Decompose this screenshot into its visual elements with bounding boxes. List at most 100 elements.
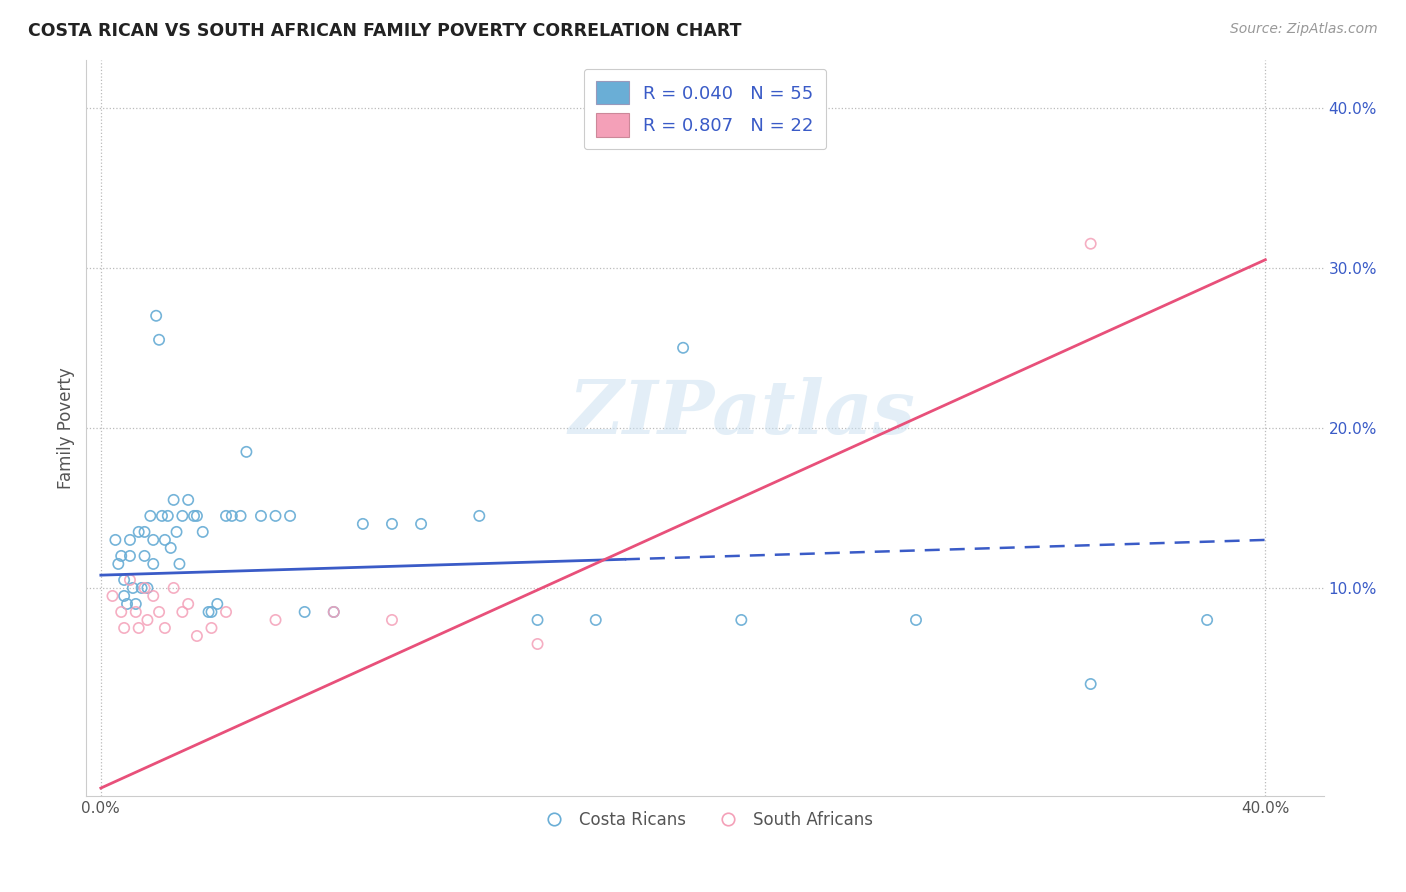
Point [278,508,301,523]
Point [730,613,752,627]
Point [125,597,148,611]
Point [128,621,150,635]
Point [264,508,287,523]
Point [112,621,135,635]
Point [110,605,132,619]
Point [118,533,141,547]
Point [148,333,170,347]
Point [145,309,167,323]
Point [104,533,127,547]
Point [191,524,214,539]
Point [229,508,252,523]
Point [162,492,184,507]
Point [112,573,135,587]
Point [148,333,170,347]
Point [134,549,156,563]
Point [183,508,205,523]
Point [197,605,219,619]
Point [526,613,548,627]
Point [112,589,135,603]
Point [409,516,432,531]
Point [139,508,162,523]
Point [1080,677,1102,691]
Point [153,533,176,547]
Point [177,492,200,507]
Point [142,589,165,603]
Point [131,581,153,595]
Point [1080,236,1102,251]
Point [322,605,344,619]
Text: ZIPatlas: ZIPatlas [568,376,915,450]
Point [136,581,159,595]
Point [110,549,132,563]
Point [207,597,229,611]
Point [112,573,135,587]
Point [104,533,127,547]
Point [672,341,695,355]
Point [1080,677,1102,691]
Point [150,508,173,523]
Point [172,508,194,523]
Point [468,508,491,523]
Point [118,573,141,587]
Point [250,508,273,523]
Point [172,605,194,619]
Point [134,524,156,539]
Point [101,589,124,603]
Point [131,581,153,595]
Point [200,605,222,619]
Point [294,605,316,619]
Y-axis label: Family Poverty: Family Poverty [58,367,75,489]
Text: Source: ZipAtlas.com: Source: ZipAtlas.com [1230,22,1378,37]
Point [352,516,374,531]
Point [142,557,165,571]
Point [381,613,404,627]
Point [122,581,145,595]
Point [125,605,148,619]
Point [235,445,257,459]
Point [172,508,194,523]
Point [526,637,548,651]
Point [115,597,138,611]
Point [904,613,927,627]
Point [186,508,208,523]
Point [107,557,129,571]
Point [322,605,344,619]
Point [150,508,173,523]
Point [142,533,165,547]
Point [139,508,162,523]
Point [200,605,222,619]
Point [169,557,191,571]
Point [904,613,927,627]
Point [134,581,156,595]
Point [145,309,167,323]
Point [128,524,150,539]
Point [221,508,243,523]
Point [162,581,184,595]
Point [250,508,273,523]
Point [186,629,208,643]
Point [186,508,208,523]
Point [730,613,752,627]
Point [381,516,404,531]
Point [585,613,607,627]
Point [183,508,205,523]
Point [115,597,138,611]
Point [153,621,176,635]
Point [128,524,150,539]
Point [142,557,165,571]
Point [148,605,170,619]
Point [221,508,243,523]
Point [200,621,222,635]
Point [107,557,129,571]
Point [229,508,252,523]
Point [177,492,200,507]
Point [159,541,181,555]
Point [264,613,287,627]
Point [118,549,141,563]
Point [177,597,200,611]
Point [215,508,238,523]
Point [215,605,238,619]
Point [153,533,176,547]
Point [166,524,188,539]
